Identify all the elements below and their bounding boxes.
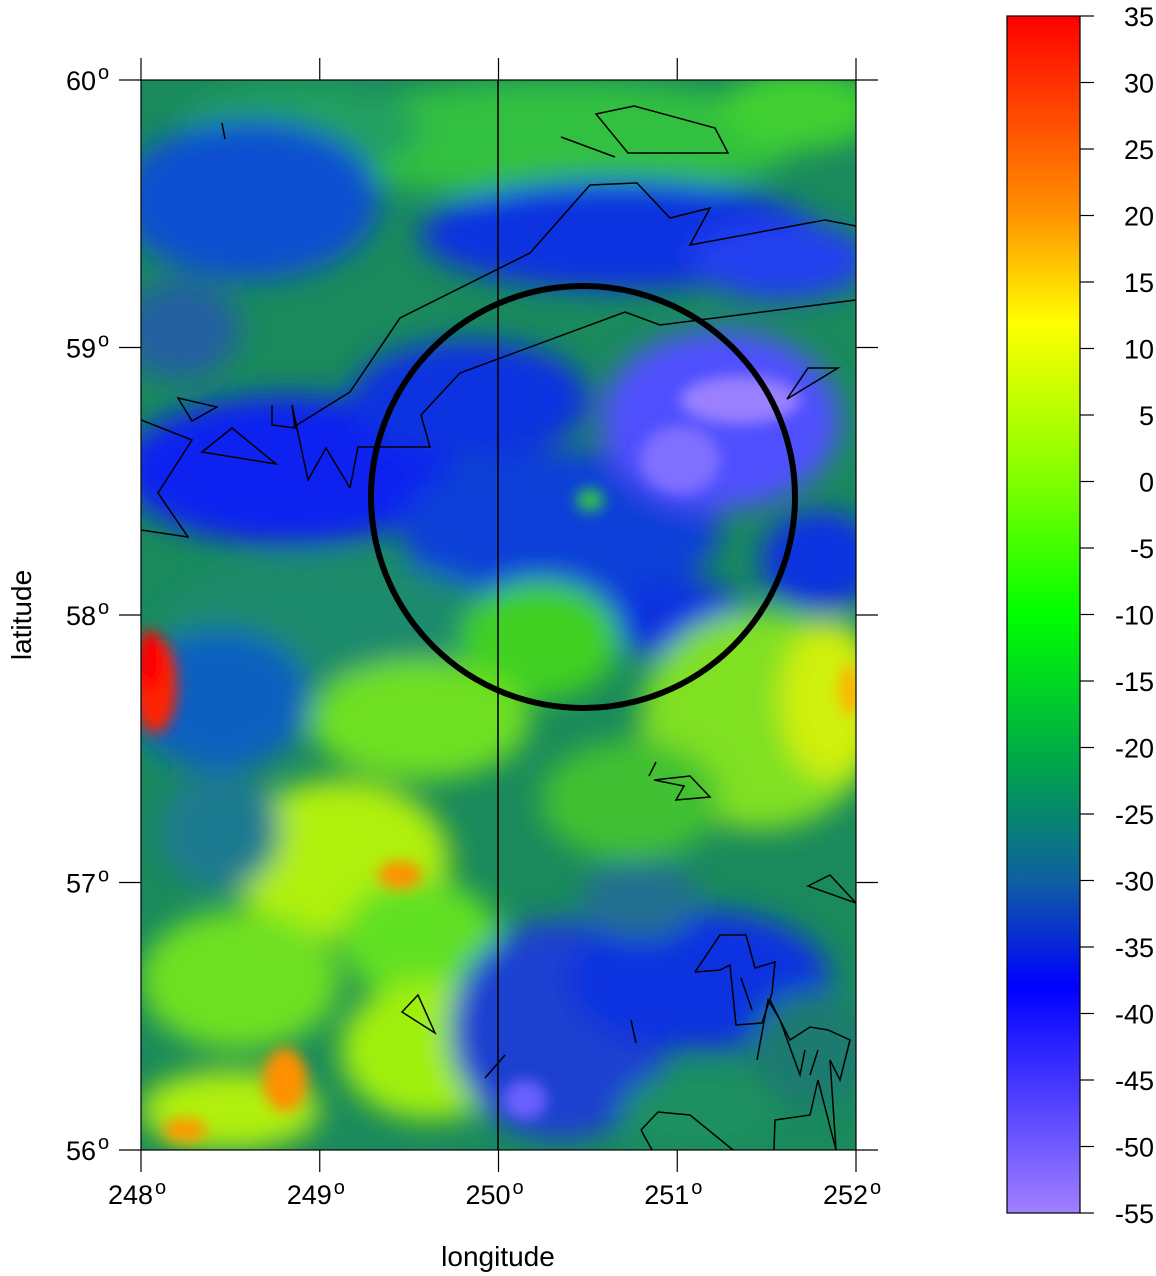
contour-island-left	[200, 427, 279, 466]
y-tick-degree: o	[98, 597, 109, 619]
colorbar-label: -35	[1115, 933, 1154, 963]
colorbar-label: 5	[1139, 401, 1154, 431]
colorbar-label: 10	[1124, 335, 1154, 365]
x-tick-degree: o	[513, 1177, 524, 1199]
contour-island-mid	[653, 775, 712, 801]
contour-jagged-center	[271, 404, 351, 489]
colorbar-ticks	[1080, 15, 1094, 1214]
contour-island-right	[786, 367, 841, 400]
contour-island-bottom	[640, 1111, 734, 1150]
contour-segment	[630, 1019, 637, 1044]
contour-segment	[809, 1049, 819, 1076]
x-tick-degree: o	[155, 1177, 166, 1199]
contour-segment	[484, 1054, 506, 1079]
colorbar-label: 20	[1124, 202, 1154, 232]
colorbar-label: -5	[1130, 534, 1154, 564]
x-tick-degree: o	[870, 1177, 881, 1199]
contour-jagged-lower-right	[694, 934, 776, 1026]
contour-ridge-upper	[291, 182, 856, 429]
y-tick-degree: o	[98, 330, 109, 352]
y-tick-degree: o	[98, 865, 109, 887]
colorbar-label: 0	[1139, 468, 1154, 498]
contour-island-left	[176, 396, 220, 423]
y-tick-label: 57	[66, 869, 96, 899]
contour-segment	[740, 977, 753, 1011]
colorbar-bar	[1006, 15, 1081, 1214]
x-tick-label: 248	[108, 1180, 153, 1210]
colorbar-label: 35	[1124, 2, 1154, 32]
x-axis-ticks	[140, 58, 857, 1172]
region-circle	[368, 283, 798, 711]
contour-jagged-lower-right	[756, 997, 806, 1078]
contour-island-lower	[400, 993, 437, 1035]
contour-island-top	[594, 105, 730, 154]
colorbar-label: -10	[1115, 601, 1154, 631]
y-tick-label: 59	[66, 334, 96, 364]
colorbar-labels: 35 30 25 20 15 10 5 0 -5 -10 -15 -20 -25 -30 -35 -40 -45…	[1115, 2, 1154, 1229]
contour-segment	[560, 136, 616, 158]
colorbar-label: -15	[1115, 667, 1154, 697]
y-axis-tick-labels: 56 o57 o58 o59 o60 o	[66, 62, 109, 1166]
y-tick-degree: o	[98, 1132, 109, 1154]
y-axis-ticks	[119, 79, 878, 1151]
x-tick-label: 251	[644, 1180, 689, 1210]
x-axis-tick-labels: 248 o 249 o 250 o 251 o 252 o	[108, 1177, 881, 1210]
x-tick-label: 249	[287, 1180, 332, 1210]
colorbar-label: -30	[1115, 867, 1154, 897]
colorbar-label: -45	[1115, 1066, 1154, 1096]
contour-ridge-lower	[349, 299, 856, 489]
contour-island-bottom	[640, 1129, 653, 1150]
colorbar-label: 25	[1124, 135, 1154, 165]
x-tick-degree: o	[334, 1177, 345, 1199]
colorbar-label: -55	[1115, 1199, 1154, 1229]
contour-jagged-lower-right	[769, 999, 851, 1150]
x-axis-title: longitude	[441, 1241, 555, 1272]
contour-segment	[221, 122, 226, 140]
contour-island-edge	[806, 874, 856, 904]
contour-lines	[141, 105, 856, 1150]
heatmap-field	[141, 80, 856, 1150]
y-axis-title: latitude	[6, 570, 37, 660]
colorbar-label: -50	[1115, 1133, 1154, 1163]
colorbar-label: -25	[1115, 800, 1154, 830]
contour-segment	[648, 761, 657, 777]
y-tick-label: 60	[66, 66, 96, 96]
y-tick-label: 56	[66, 1136, 96, 1166]
colorbar-label: 30	[1124, 69, 1154, 99]
x-tick-degree: o	[691, 1177, 702, 1199]
y-tick-label: 58	[66, 601, 96, 631]
y-tick-degree: o	[98, 62, 109, 84]
colorbar-label: 15	[1124, 268, 1154, 298]
contour-jagged-left	[141, 419, 194, 538]
x-tick-label: 252	[823, 1180, 868, 1210]
colorbar-label: -20	[1115, 734, 1154, 764]
x-tick-label: 250	[465, 1180, 510, 1210]
colorbar-label: -40	[1115, 1000, 1154, 1030]
